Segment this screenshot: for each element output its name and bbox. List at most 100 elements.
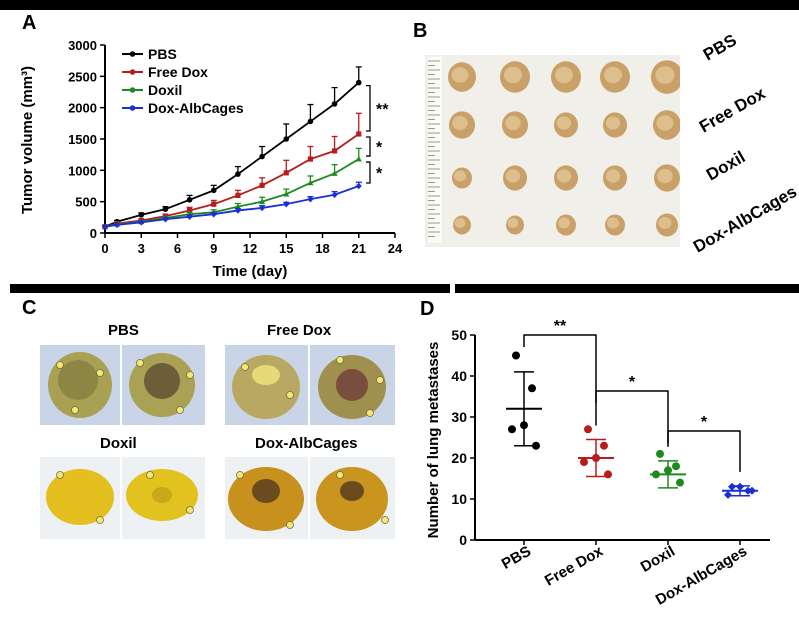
series-line-0 [104,81,360,228]
chart-d-ytick-label: 50 [451,327,467,343]
chart-a-xtick-label: 21 [352,241,366,256]
panel-b-label-pbs: PBS [700,30,740,65]
tumor-highlight [451,67,469,83]
legend-marker [129,51,136,57]
data-point [162,215,169,223]
chart-a-xtick-label: 15 [279,241,293,256]
tumor-highlight [454,218,466,228]
metastasis-mark [136,359,144,367]
data-point [283,136,290,142]
tumor-highlight [605,169,621,183]
data-point [283,170,289,176]
data-point [672,462,680,471]
significance-label: * [376,166,383,183]
metastasis-mark [56,361,64,369]
chart-d-ytick-label: 20 [451,450,467,466]
significance-label: * [376,140,383,157]
data-point [259,204,266,212]
data-point [600,441,608,450]
metastasis-mark [336,356,344,364]
data-point [259,182,265,188]
data-point [748,486,756,495]
data-point [307,156,314,162]
data-point [520,421,528,430]
panel-c-label-pbs: PBS [108,322,139,339]
tumor-highlight [505,169,521,183]
chart-a-ylabel: Tumor volume (mm³) [19,66,36,214]
data-point [186,207,193,214]
chart-d-ytick-label: 0 [459,532,467,548]
data-point [162,206,169,212]
mid-rule-right [455,284,799,293]
data-point [584,425,592,434]
significance-bracket [366,84,371,132]
chart-d-ytick-label: 30 [451,409,467,425]
data-point [652,470,660,479]
chart-a-ytick-label: 500 [75,195,97,210]
metastasis-mark [176,406,184,414]
metastasis-mark [186,371,194,379]
tumor-highlight [655,66,675,84]
chart-a-xtick-label: 3 [138,241,145,256]
metastasis-mark [376,376,384,384]
significance-bracket [366,136,371,157]
data-point [235,171,241,177]
data-point [138,219,145,226]
data-point [604,470,612,479]
data-point [356,131,362,137]
data-point [234,207,241,214]
metastasis-mark [186,506,194,514]
panel-c-label-doxil: Doxil [100,435,137,452]
lung-metastases-chart: Number of lung metastases 0 10 20 30 40 50 PBS… [425,318,770,609]
tumor-highlight [454,170,466,182]
data-point [331,170,338,176]
chart-a-ytick-label: 1000 [68,163,97,178]
legend-label: PBS [148,46,177,62]
significance-bracket [595,390,669,447]
metastasis-mark [236,471,244,479]
chart-a-ytick-label: 0 [90,226,97,241]
data-point [532,441,540,450]
panel-b-label-doxil: Doxil [703,147,749,185]
legend-marker [129,87,136,93]
tumor-highlight [507,218,519,228]
data-point [259,153,265,160]
data-point [528,384,536,393]
significance-label: ** [376,101,389,118]
tumor-highlight [605,116,621,130]
metastasis-mark [286,521,294,529]
data-point [331,191,338,199]
data-point [210,210,217,218]
data-point [512,351,520,360]
legend-label: Doxil [148,82,182,98]
data-point [508,425,516,434]
data-point [210,187,217,194]
metastasis-mark [146,471,154,479]
legend-label: Dox-AlbCages [148,100,244,116]
data-point [186,213,193,221]
series-line-1 [104,133,360,228]
chart-d-xtick-label: Doxil [638,543,678,576]
tumor-photo-panel [425,55,683,247]
chart-a-ytick-label: 2500 [68,69,97,84]
data-point [307,195,314,203]
chart-a-ytick-label: 1500 [68,132,97,147]
significance-bracket [366,161,371,184]
chart-d-ylabel: Number of lung metastases [425,342,442,539]
significance-label: * [629,374,636,391]
data-point [307,179,314,186]
legend-marker [129,69,136,75]
tumor-highlight [657,168,673,184]
metastasis-mark [366,409,374,417]
panel-a-label: A [22,12,37,34]
data-point [331,148,338,154]
tumor-highlight [556,116,572,130]
metastasis-mark [56,471,64,479]
panel-b-label-free-dox: Free Dox [696,83,769,137]
data-point [235,192,241,198]
data-point [728,482,736,491]
significance-bracket [667,430,741,472]
data-point [592,454,600,462]
tumor-highlight [556,169,572,183]
data-point [234,203,241,210]
